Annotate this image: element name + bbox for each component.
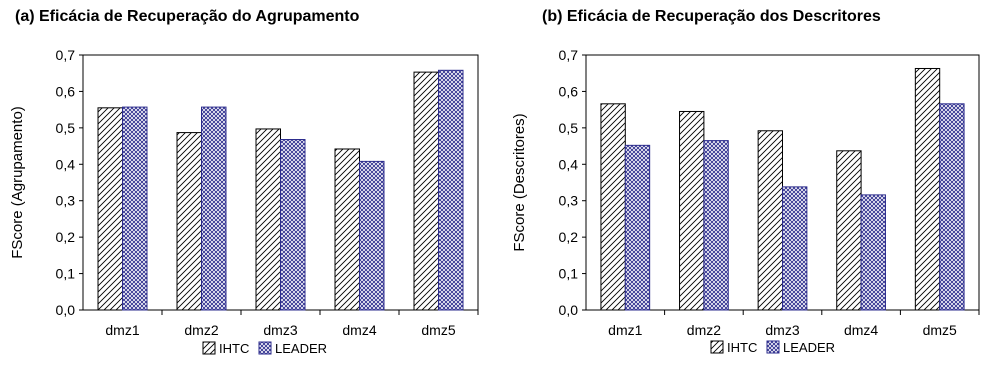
legend-label-leader: LEADER (783, 340, 835, 355)
bar-leader (782, 186, 808, 311)
chart-b-svg: 0,0 0,1 0,2 0,3 0,4 0,5 0,6 0,7 FScore (Descrito… (511, 47, 980, 355)
y-tick-label: 0,2 (559, 229, 579, 245)
bar-ihtc (334, 148, 361, 311)
bar-ihtc (255, 128, 282, 311)
y-tick-label: 0,3 (56, 193, 76, 209)
y-tick-label: 0,1 (559, 266, 579, 282)
legend-label-leader: LEADER (275, 341, 327, 356)
y-tick-label: 0,4 (559, 156, 579, 172)
y-tick-label: 0,4 (56, 156, 76, 172)
bar-ihtc (97, 107, 124, 311)
y-tick-label: 0,1 (56, 266, 76, 282)
bar-leader (201, 106, 227, 311)
x-tick-label: dmz1 (608, 322, 642, 338)
y-tick-label: 0,7 (56, 47, 76, 63)
y-axis-label: FScore (Agrupamento) (9, 106, 26, 259)
bar-leader (438, 69, 464, 311)
bar-leader (860, 194, 886, 311)
bar-ihtc (757, 130, 784, 311)
y-tick-label: 0,6 (56, 83, 76, 99)
y-tick-label: 0,2 (56, 229, 76, 245)
legend-swatch-ihtc (710, 340, 724, 354)
x-tick-label: dmz3 (263, 322, 297, 338)
bar-leader (703, 140, 729, 311)
legend-swatch-leader (766, 340, 780, 354)
chart-panel-a: (a) Eficácia de Recuperação do Agrupamen… (0, 0, 500, 373)
bar-ihtc (914, 67, 941, 311)
bar-ihtc (679, 110, 705, 311)
y-tick-label: 0,7 (559, 47, 579, 63)
bar-ihtc (836, 150, 862, 311)
legend-swatch-ihtc (202, 341, 216, 355)
chart-a-svg: 0,0 0,1 0,2 0,3 0,4 0,5 0,6 0,7 FScore (Agrupame… (9, 47, 479, 356)
x-tick-label: dmz5 (923, 322, 957, 338)
y-tick-label: 0,5 (559, 120, 579, 136)
chart-title: (a) Eficácia de Recuperação do Agrupamen… (15, 8, 360, 25)
bar-leader (359, 160, 385, 311)
y-tick-label: 0,3 (559, 193, 579, 209)
legend-label-ihtc: IHTC (727, 340, 757, 355)
x-tick-label: dmz3 (765, 322, 799, 338)
x-tick-label: dmz5 (421, 322, 455, 338)
chart-panel-b: (b) Eficácia de Recuperação dos Descrito… (502, 0, 1004, 373)
y-tick-label: 0,0 (56, 302, 76, 318)
x-tick-label: dmz2 (687, 322, 721, 338)
chart-title: (b) Eficácia de Recuperação dos Descrito… (542, 8, 881, 25)
bar-ihtc (600, 103, 626, 311)
x-tick-label: dmz4 (844, 322, 878, 338)
bar-ihtc (176, 132, 202, 311)
bar-leader (939, 103, 965, 311)
bar-leader (122, 106, 148, 311)
legend-label-ihtc: IHTC (219, 341, 249, 356)
bar-leader (624, 144, 651, 311)
bar-leader (280, 139, 306, 311)
x-tick-label: dmz4 (342, 322, 376, 338)
x-tick-label: dmz2 (184, 322, 218, 338)
x-tick-label: dmz1 (105, 322, 139, 338)
bar-ihtc (413, 71, 440, 311)
legend-swatch-leader (258, 341, 272, 355)
y-axis-label: FScore (Descritores) (511, 113, 528, 251)
y-tick-label: 0,5 (56, 120, 76, 136)
y-tick-label: 0,0 (559, 302, 579, 318)
y-tick-label: 0,6 (559, 83, 579, 99)
